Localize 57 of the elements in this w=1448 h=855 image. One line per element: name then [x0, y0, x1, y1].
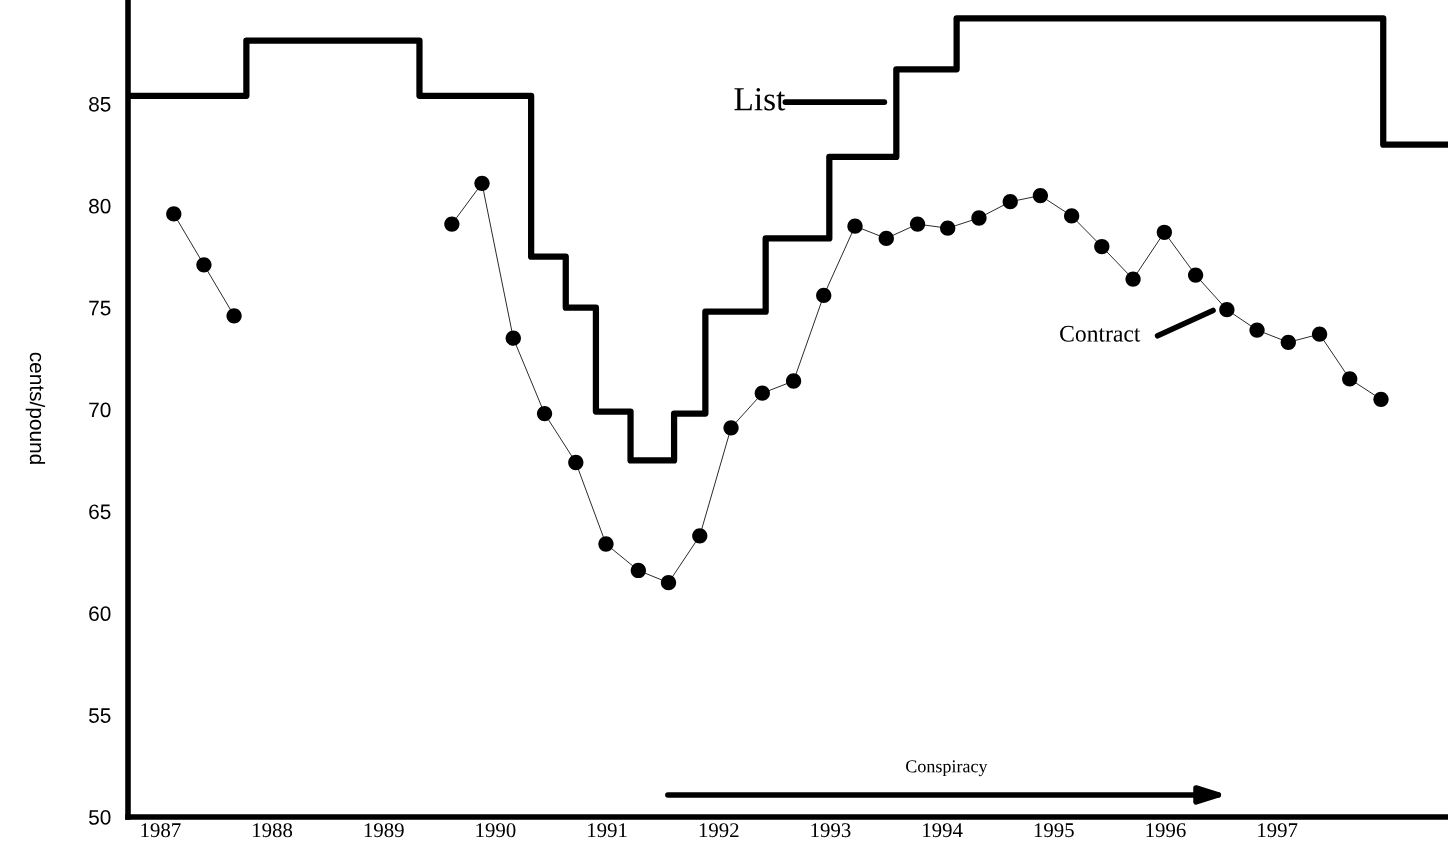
- point: [1249, 322, 1265, 338]
- x-tick-label: 1992: [699, 823, 739, 838]
- point: [754, 385, 770, 401]
- point: [226, 308, 242, 324]
- x-tick-label: 1993: [811, 823, 851, 838]
- point: [444, 216, 460, 232]
- point: [196, 257, 212, 273]
- point: [598, 536, 614, 552]
- x-tick-label: 1994: [923, 823, 963, 838]
- point: [660, 575, 677, 591]
- point: [1032, 187, 1049, 204]
- point: [1156, 224, 1172, 240]
- point: [1125, 271, 1141, 287]
- x-tick-label: 1991: [588, 823, 627, 838]
- y-tick-label: 85: [89, 96, 111, 112]
- x-tick-label: 1996: [1146, 823, 1186, 838]
- point: [878, 230, 894, 247]
- point: [847, 218, 863, 234]
- y-tick-label: 55: [89, 708, 111, 723]
- point: [568, 454, 584, 471]
- x-tick-label: 1988: [253, 823, 293, 838]
- y-tick-label: 75: [89, 300, 111, 316]
- point: [1311, 326, 1328, 342]
- point: [1219, 302, 1235, 318]
- point: [723, 420, 739, 436]
- y-tick-label: 80: [89, 198, 111, 214]
- point: [909, 216, 926, 232]
- point: [816, 287, 832, 304]
- y-tick-label: 65: [89, 504, 111, 520]
- x-tick-label: 1989: [364, 823, 404, 838]
- point: [785, 373, 802, 389]
- y-axis-title: cents/pound: [25, 352, 46, 464]
- annotation: List: [734, 88, 786, 111]
- y-tick-label: 60: [89, 606, 111, 622]
- point: [1002, 194, 1018, 210]
- point: [474, 175, 490, 192]
- point: [1094, 238, 1110, 255]
- point: [1187, 267, 1204, 283]
- x-tick-label: 1995: [1034, 823, 1074, 838]
- point: [1280, 334, 1296, 350]
- point: [630, 562, 646, 579]
- annotation: Conspiracy: [906, 760, 988, 777]
- point: [1064, 208, 1080, 224]
- point: [166, 206, 182, 222]
- point: [692, 528, 708, 544]
- point: [1373, 391, 1389, 407]
- x-tick-label: 1987: [141, 823, 181, 838]
- y-tick-label: 70: [89, 402, 111, 418]
- x-tick-label: 1997: [1258, 823, 1298, 838]
- y-tick-label: 50: [89, 810, 111, 825]
- point: [505, 330, 521, 346]
- point: [971, 210, 987, 226]
- point: [1342, 371, 1358, 387]
- point: [940, 220, 956, 236]
- x-tick-label: 1990: [476, 823, 516, 838]
- annotation: Contract: [1060, 325, 1141, 342]
- point: [536, 405, 553, 422]
